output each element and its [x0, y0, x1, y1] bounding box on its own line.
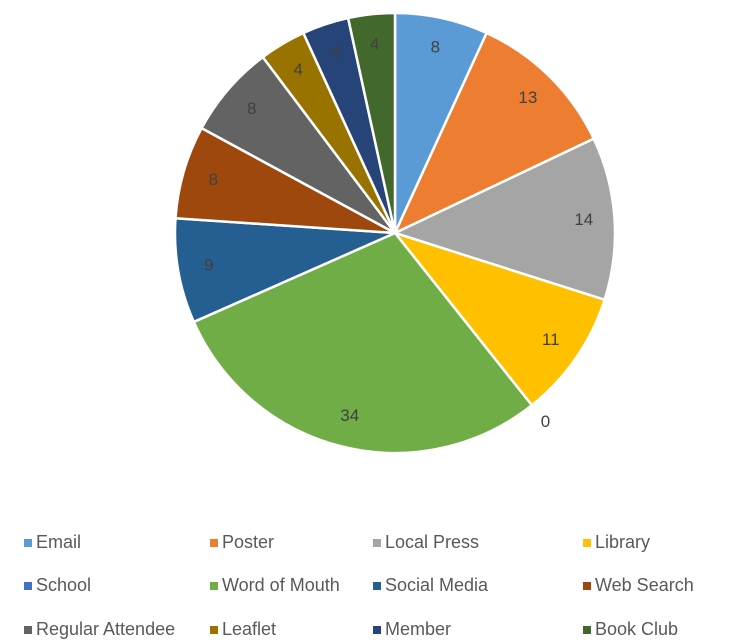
legend-swatch [583, 626, 591, 634]
legend-swatch [583, 582, 591, 590]
legend-label: Book Club [595, 619, 678, 639]
legend-label: Email [36, 532, 81, 552]
data-label: 11 [542, 330, 560, 349]
legend-label: Regular Attendee [36, 619, 175, 639]
legend-label: School [36, 575, 91, 595]
pie-slice [391, 230, 607, 408]
data-label: 8 [431, 38, 440, 57]
data-label: 4 [293, 60, 302, 79]
legend-swatch [373, 539, 381, 547]
data-label: 8 [247, 99, 256, 118]
legend-swatch [210, 539, 218, 547]
legend-swatch [583, 539, 591, 547]
data-label: 0 [541, 412, 550, 431]
pie-slice [392, 31, 596, 236]
legend-swatch [24, 539, 32, 547]
data-label: 34 [340, 406, 359, 425]
data-label: 4 [370, 34, 379, 53]
data-label: 13 [518, 88, 537, 107]
legend-label: Local Press [385, 532, 479, 552]
legend-label: Social Media [385, 575, 489, 595]
legend-label: Poster [222, 532, 274, 552]
data-label: 8 [209, 170, 218, 189]
data-label: 9 [204, 255, 213, 274]
legend-label: Library [595, 532, 650, 552]
legend-swatch [373, 626, 381, 634]
pie-slice [173, 216, 396, 324]
pie-slice [346, 11, 397, 234]
pie-slice [391, 137, 617, 302]
legend-label: Web Search [595, 575, 694, 595]
legend-swatch [24, 626, 32, 634]
legend-swatch [210, 582, 218, 590]
legend-label: Word of Mouth [222, 575, 340, 595]
legend-swatch [24, 582, 32, 590]
legend-swatch [373, 582, 381, 590]
pie-slice [192, 231, 534, 455]
legend-label: Member [385, 619, 451, 639]
data-label: 14 [574, 210, 593, 229]
legend-label: Leaflet [222, 619, 276, 639]
data-label: 4 [330, 43, 339, 62]
legend-swatch [210, 626, 218, 634]
